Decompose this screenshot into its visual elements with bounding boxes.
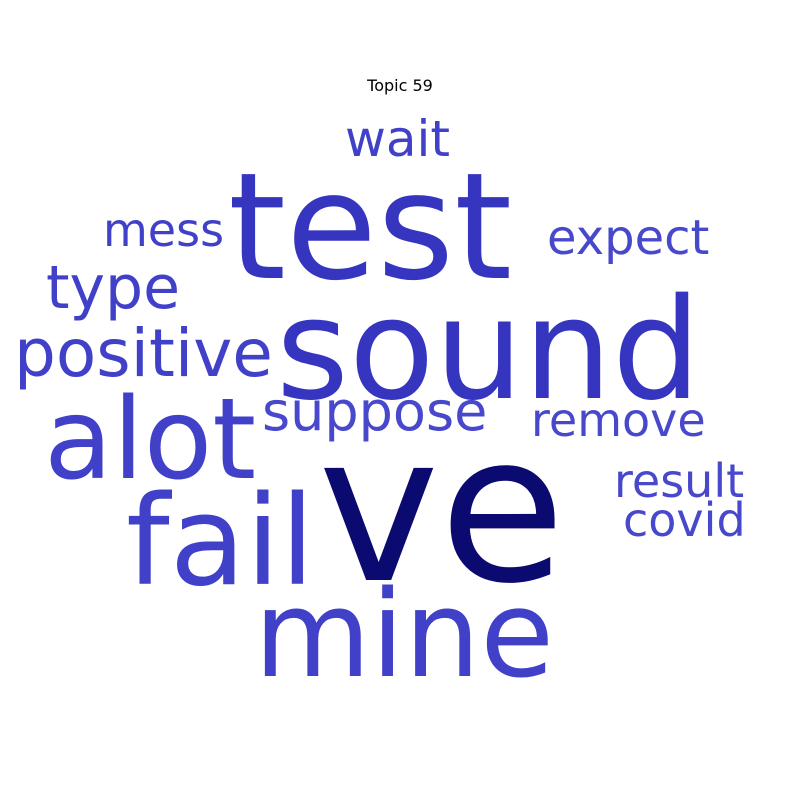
word-fail: fail	[126, 470, 315, 614]
word-result: result	[614, 454, 744, 508]
figure-title: Topic 59	[367, 76, 433, 95]
word-positive: positive	[14, 315, 273, 392]
word-suppose: suppose	[262, 380, 487, 443]
word-test: test	[228, 141, 512, 313]
word-remove: remove	[531, 393, 706, 447]
word-wait: wait	[345, 110, 450, 168]
word-covid: covid	[623, 493, 746, 547]
word-alot: alot	[44, 375, 256, 505]
word-type: type	[46, 253, 180, 323]
word-expect: expect	[547, 210, 709, 266]
word-mine: mine	[254, 566, 554, 705]
word-mess: mess	[103, 203, 224, 257]
word-ve: ve	[318, 391, 565, 629]
word-sound: sound	[276, 269, 701, 432]
